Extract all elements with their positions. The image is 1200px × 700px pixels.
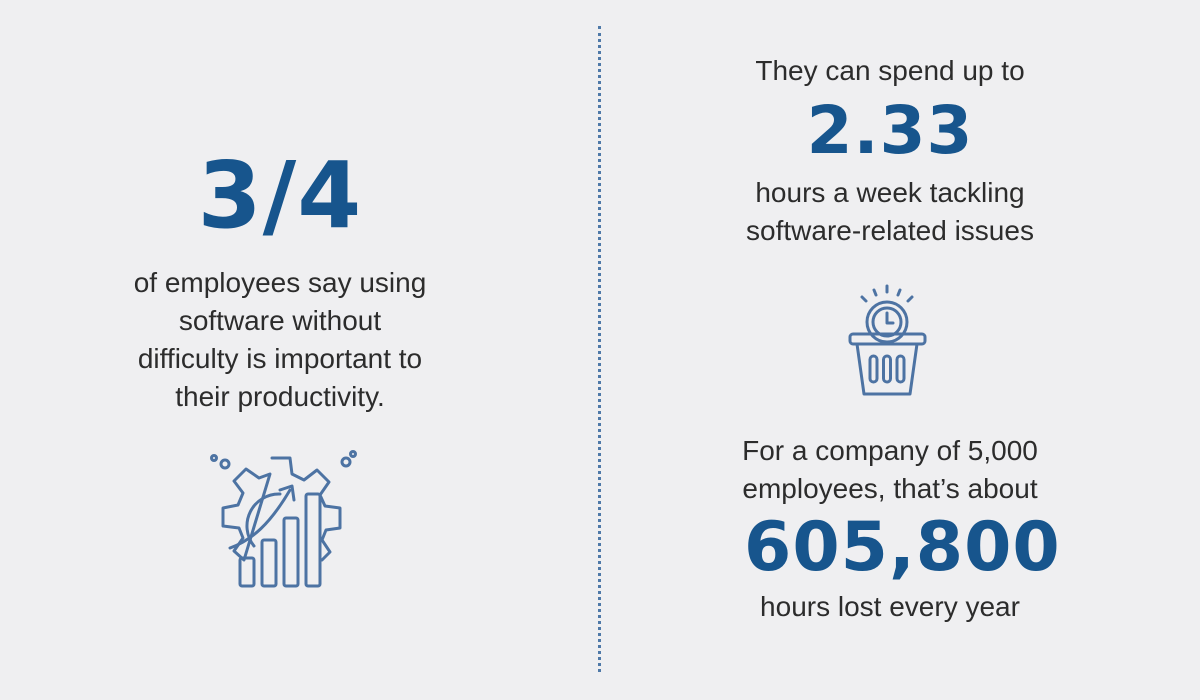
left-stat-panel: 3/4 of employees say using software with… bbox=[80, 150, 480, 416]
left-description: of employees say using software without … bbox=[80, 264, 480, 416]
left-description-line: of employees say using bbox=[133, 267, 427, 298]
right-stat-panel: They can spend up to 2.33 hours a week t… bbox=[640, 52, 1140, 626]
weekly-hours-stat: 2.33 bbox=[806, 92, 974, 169]
left-description-line: difficulty is important to bbox=[137, 343, 423, 374]
dotted-divider bbox=[598, 26, 601, 672]
gear-growth-chart-icon bbox=[210, 450, 357, 588]
total-caption: hours lost every year bbox=[760, 591, 1020, 622]
hours-description-line: hours a week tackling bbox=[755, 177, 1025, 208]
yearly-hours-stat: 605,800 bbox=[744, 508, 1061, 587]
left-description-line: their productivity. bbox=[175, 381, 385, 412]
three-quarters-stat: 3/4 bbox=[197, 142, 363, 249]
company-description-line: employees, that’s about bbox=[742, 473, 1038, 504]
company-description-line: For a company of 5,000 bbox=[742, 435, 1038, 466]
clock-in-basket-icon bbox=[848, 284, 927, 396]
hours-description-line: software-related issues bbox=[746, 215, 1034, 246]
intro-text: They can spend up to bbox=[755, 55, 1025, 86]
left-description-line: software without bbox=[178, 305, 382, 336]
